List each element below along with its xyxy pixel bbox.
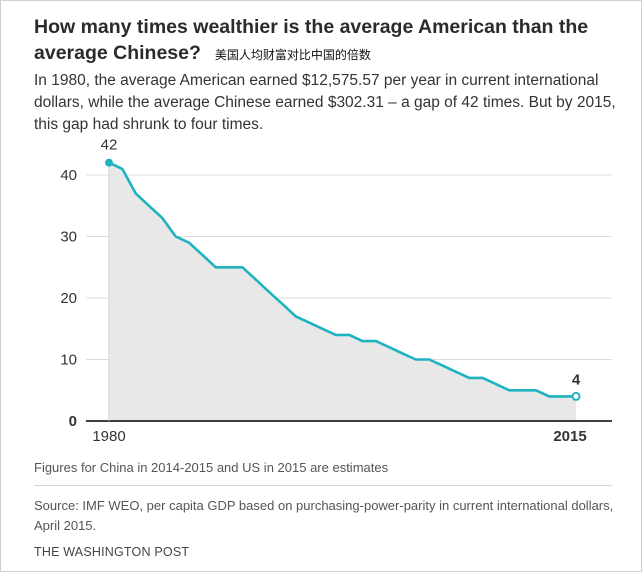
title-text: How many times wealthier is the average … [34, 16, 589, 64]
estimate-note: Figures for China in 2014-2015 and US in… [34, 460, 389, 475]
ratio-line [108, 161, 576, 398]
y-tick-label: 40 [60, 167, 77, 184]
x-tick-label: 1980 [92, 428, 125, 445]
y-tick-label: 0 [69, 413, 77, 430]
chart-description: In 1980, the average American earned $12… [34, 72, 616, 133]
y-axis-ticks: 0 10 20 30 40 [60, 167, 77, 430]
chinese-subtitle: 美国人均财富对比中国的倍数 [214, 48, 371, 62]
publisher-credit: THE WASHINGTON POST [34, 545, 190, 559]
x-axis-ticks: 1980 2015 [92, 428, 586, 445]
end-point [571, 391, 581, 401]
start-value-label: 42 [101, 137, 118, 154]
y-tick-label: 10 [60, 352, 77, 369]
source-text: Source: IMF WEO, per capita GDP based on… [34, 498, 614, 533]
y-tick-label: 30 [60, 229, 77, 246]
divider [34, 485, 612, 486]
area-chart: 0 10 20 30 40 1980 2015 42 4 [60, 137, 612, 445]
start-point [105, 158, 113, 167]
x-tick-label: 2015 [553, 428, 586, 445]
chart-title: How many times wealthier is the average … [34, 14, 634, 68]
y-tick-label: 20 [60, 290, 77, 307]
end-value-label: 4 [572, 371, 581, 388]
area-fill [109, 162, 576, 421]
